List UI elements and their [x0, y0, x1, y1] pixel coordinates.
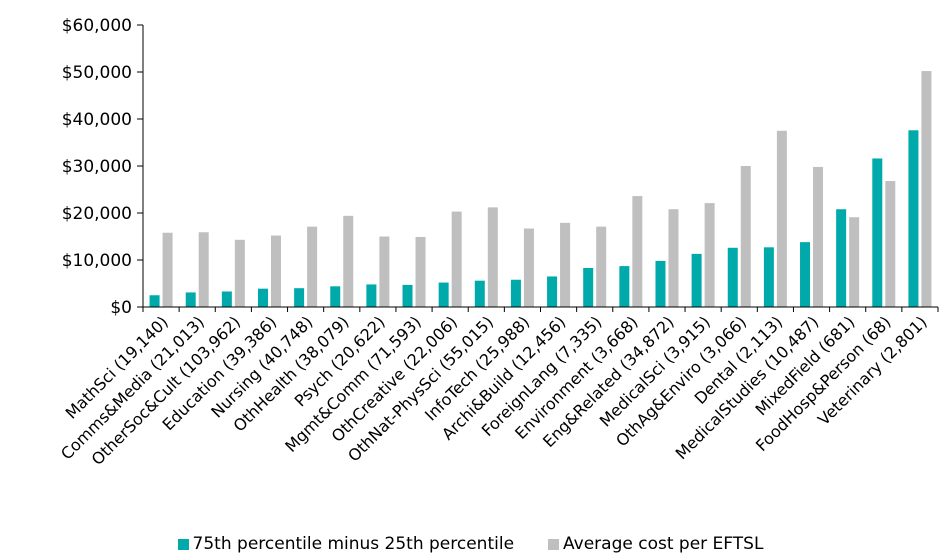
legend-label-iqr: 75th percentile minus 25th percentile — [192, 534, 515, 554]
bar-average-cost-1 — [198, 232, 209, 307]
bar-average-cost-13 — [632, 196, 643, 307]
bar-iqr-20 — [872, 158, 883, 307]
bar-average-cost-6 — [379, 236, 390, 307]
bar-average-cost-20 — [885, 181, 896, 307]
y-tick-label: $20,000 — [62, 204, 132, 224]
bar-average-cost-15 — [704, 203, 715, 307]
bar-average-cost-9 — [487, 207, 498, 307]
bar-iqr-12 — [583, 267, 594, 307]
legend-item-iqr: 75th percentile minus 25th percentile — [177, 534, 515, 554]
bar-average-cost-2 — [234, 239, 245, 307]
bar-iqr-3 — [257, 288, 268, 307]
bar-average-cost-5 — [343, 215, 354, 307]
legend-swatch-average-cost — [548, 538, 560, 550]
bar-average-cost-17 — [776, 130, 787, 307]
bar-iqr-4 — [294, 288, 305, 307]
bar-average-cost-19 — [849, 217, 860, 307]
bar-average-cost-21 — [921, 71, 932, 307]
bar-iqr-2 — [221, 291, 232, 307]
bar-iqr-13 — [619, 266, 630, 307]
bar-iqr-0 — [149, 295, 160, 307]
bar-iqr-15 — [691, 253, 702, 307]
bar-iqr-21 — [908, 130, 919, 307]
legend-label-average-cost: Average cost per EFTSL — [563, 534, 764, 554]
bar-iqr-7 — [402, 284, 413, 307]
bar-average-cost-11 — [560, 222, 571, 307]
bar-iqr-8 — [438, 282, 449, 307]
bar-iqr-9 — [474, 280, 485, 307]
bar-average-cost-7 — [415, 236, 426, 307]
legend-item-average-cost: Average cost per EFTSL — [548, 534, 763, 554]
bar-iqr-1 — [185, 292, 196, 307]
y-tick-label: $40,000 — [62, 110, 132, 130]
bar-iqr-18 — [800, 242, 811, 307]
y-tick-label: $30,000 — [62, 157, 132, 177]
bar-iqr-16 — [727, 247, 738, 307]
bar-iqr-11 — [547, 276, 558, 307]
x-tick-label: OtherSoc&Cult (103,962) — [88, 312, 245, 469]
axes-layer — [137, 24, 939, 312]
bar-iqr-19 — [836, 209, 847, 307]
bar-average-cost-12 — [596, 226, 607, 307]
bar-average-cost-14 — [668, 209, 679, 307]
y-tick-label: $10,000 — [62, 251, 132, 271]
legend-swatch-iqr — [177, 538, 189, 550]
bar-chart: $0 $10,000 $20,000 $30,000 $40,000 $50,000 $60… — [57, 16, 939, 469]
y-tick-label: $0 — [110, 298, 132, 318]
y-tick-label: $50,000 — [62, 63, 132, 83]
bar-iqr-17 — [763, 247, 774, 307]
x-tick-label: Comms&Media (21,013) — [57, 312, 208, 463]
bar-average-cost-18 — [813, 166, 824, 307]
bar-iqr-6 — [366, 284, 377, 307]
bar-iqr-14 — [655, 260, 666, 307]
chart-legend: 75th percentile minus 25th percentile Av… — [0, 532, 941, 556]
y-tick-label: $60,000 — [62, 16, 132, 36]
bar-average-cost-16 — [740, 166, 751, 307]
bar-iqr-10 — [510, 279, 521, 307]
bar-average-cost-4 — [307, 226, 318, 307]
bar-average-cost-8 — [451, 211, 462, 307]
bar-iqr-5 — [330, 286, 341, 307]
bar-average-cost-3 — [270, 235, 281, 307]
bars-layer — [149, 71, 932, 307]
bar-average-cost-10 — [523, 228, 534, 307]
bar-average-cost-0 — [162, 232, 173, 307]
